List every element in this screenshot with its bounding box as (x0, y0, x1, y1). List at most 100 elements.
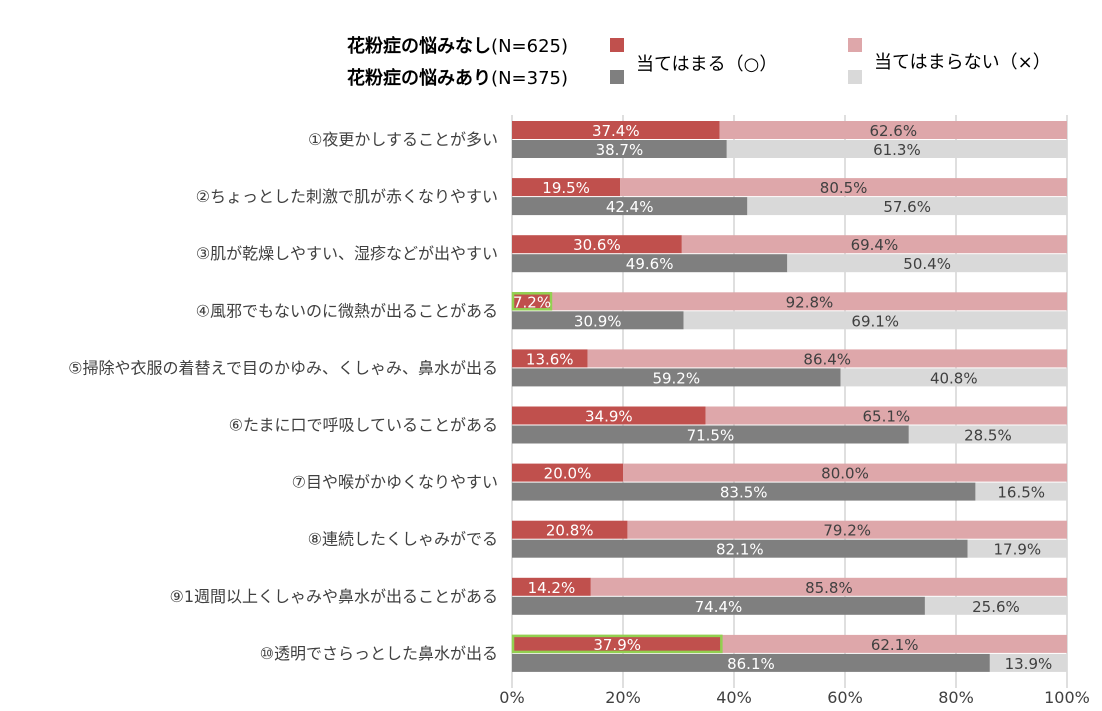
bar-has-no (726, 140, 1067, 158)
bar-has-yes (512, 425, 909, 444)
data-label-no-no: 92.8% (786, 293, 834, 311)
bar-has-no (683, 311, 1067, 330)
bar-has-no (787, 254, 1067, 273)
bar-has-yes (512, 368, 841, 387)
data-label-no-yes: 37.4% (592, 122, 640, 140)
data-label-has-no: 57.6% (883, 198, 931, 216)
data-label-has-no: 40.8% (930, 369, 978, 387)
bar-no-no (590, 577, 1067, 596)
bar-has-yes (512, 254, 788, 273)
bar-no-yes (512, 463, 623, 482)
bar-has-no (924, 596, 1067, 615)
legend-swatch-no-yes (610, 38, 624, 52)
category-label: ②ちょっとした刺激で肌が赤くなりやすい (196, 187, 498, 206)
data-label-has-yes: 74.4% (695, 598, 743, 616)
data-label-no-no: 80.5% (820, 179, 868, 197)
legend-group-1-n: (N=625) (491, 36, 568, 57)
x-tick-label: 60% (827, 688, 863, 707)
category-label: ⑨1週間以上くしゃみや鼻水が出ることがある (169, 587, 498, 606)
bar-has-yes (512, 482, 976, 501)
bar-has-yes (512, 140, 727, 158)
bar-no-yes (512, 406, 706, 425)
bar-has-no (989, 653, 1067, 672)
legend-swatch-no-no (848, 38, 862, 52)
data-label-has-yes: 82.1% (716, 541, 764, 559)
data-label-has-yes: 42.4% (606, 198, 654, 216)
bar-no-no (681, 235, 1067, 254)
legend-group-2-n: (N=375) (491, 68, 568, 89)
data-label-no-no: 85.8% (805, 579, 853, 597)
legend: 花粉症の悩みなし(N=625) 花粉症の悩みあり(N=375) 当てはまる（○）… (347, 35, 1051, 89)
legend-swatch-has-no (848, 70, 862, 84)
legend-answer-yes: 当てはまる（○） (636, 54, 777, 75)
bar-no-no (623, 463, 1067, 482)
bar-no-yes (512, 349, 588, 368)
bar-has-yes (512, 311, 684, 330)
data-label-has-yes: 83.5% (720, 484, 768, 502)
data-label-has-no: 61.3% (873, 141, 921, 159)
x-tick-label: 100% (1044, 688, 1090, 707)
data-label-no-yes: 20.0% (544, 465, 592, 483)
data-label-has-yes: 30.9% (574, 312, 622, 330)
data-label-has-no: 69.1% (851, 312, 899, 330)
bar-no-yes (512, 634, 723, 653)
data-label-has-no: 25.6% (972, 598, 1020, 616)
data-label-no-yes: 14.2% (528, 579, 576, 597)
bar-has-no (967, 539, 1067, 558)
bar-has-yes (512, 653, 990, 672)
data-label-no-yes: 19.5% (542, 179, 590, 197)
data-label-has-no: 16.5% (997, 484, 1045, 502)
bar-no-no (722, 634, 1067, 653)
data-label-no-no: 80.0% (821, 465, 869, 483)
data-label-no-yes: 34.9% (585, 408, 633, 426)
data-label-no-yes: 37.9% (593, 636, 641, 654)
data-label-has-yes: 38.7% (596, 141, 644, 159)
category-label: ①夜更かしすることが多い (308, 130, 498, 149)
data-label-no-yes: 20.8% (546, 522, 594, 540)
data-label-has-no: 50.4% (903, 255, 951, 273)
category-label: ⑤掃除や衣服の着替えで目のかゆみ、くしゃみ、鼻水が出る (68, 358, 498, 377)
category-label: ⑦目や喉がかゆくなりやすい (292, 473, 498, 492)
bar-no-no (627, 520, 1067, 539)
bar-has-yes (512, 539, 968, 558)
x-tick-label: 40% (716, 688, 752, 707)
category-label: ③肌が乾燥しやすい、湿疹などが出やすい (196, 244, 498, 263)
data-label-has-no: 17.9% (993, 541, 1041, 559)
bar-no-yes (512, 520, 628, 539)
data-label-no-yes: 13.6% (526, 350, 574, 368)
data-label-no-no: 62.1% (871, 636, 919, 654)
data-label-no-no: 69.4% (851, 236, 899, 254)
data-label-has-yes: 86.1% (727, 655, 775, 673)
highlight-outline (511, 292, 553, 311)
bar-no-no (719, 121, 1067, 139)
bar-no-yes (512, 178, 621, 197)
bar-no-yes (512, 292, 552, 311)
legend-swatch-has-yes (610, 70, 624, 84)
x-tick-label: 0% (499, 688, 524, 707)
plot-area: 0% 20% 40% 60% 80% 100% ①夜更かしすることが多い 37.4% 62.6%… (68, 115, 1090, 707)
legend-group-2-name: 花粉症の悩みあり (347, 67, 491, 89)
bar-no-yes (512, 577, 591, 596)
category-label: ⑧連続したくしゃみがでる (308, 530, 498, 549)
x-tick-label: 20% (605, 688, 641, 707)
data-label-has-yes: 59.2% (652, 369, 700, 387)
data-label-no-no: 86.4% (803, 350, 851, 368)
bar-no-no (705, 406, 1067, 425)
bar-has-yes (512, 197, 748, 216)
legend-answer-no: 当てはまらない（×） (874, 52, 1051, 73)
data-label-has-no: 13.9% (1005, 655, 1053, 673)
bar-no-no (551, 292, 1067, 311)
category-label: ⑥たまに口で呼吸していることがある (229, 416, 498, 435)
bar-has-no (908, 425, 1067, 444)
bar-has-no (840, 368, 1067, 387)
data-label-has-yes: 71.5% (687, 427, 735, 445)
category-label: ④風邪でもないのに微熱が出ることがある (196, 301, 498, 320)
bar-no-no (620, 178, 1067, 197)
category-label: ⑩透明でさらっとした鼻水が出る (260, 644, 498, 663)
bar-has-yes (512, 596, 925, 615)
data-label-no-no: 65.1% (863, 408, 911, 426)
legend-group-1-name: 花粉症の悩みなし (347, 35, 491, 57)
bar-no-yes (512, 235, 682, 254)
data-label-has-no: 28.5% (964, 427, 1012, 445)
